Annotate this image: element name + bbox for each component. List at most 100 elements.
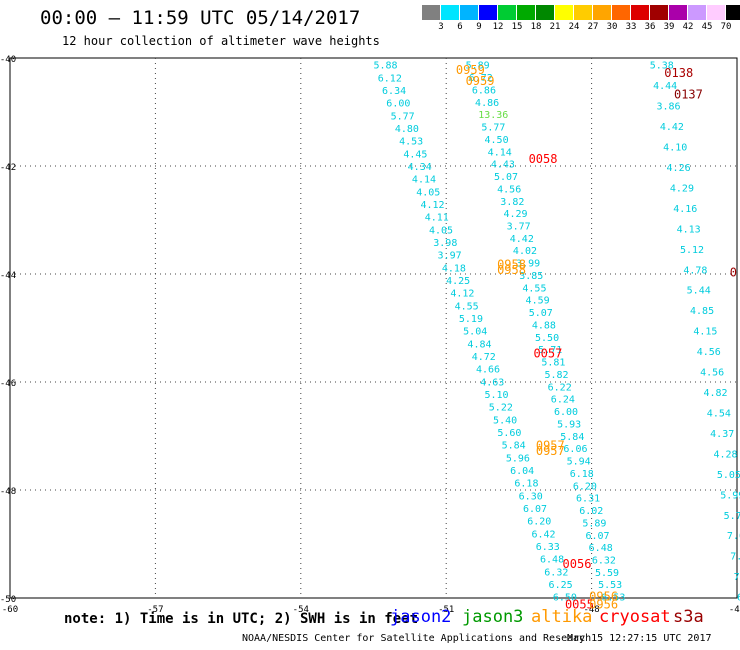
pass-time-label: 0056 [563, 557, 592, 571]
wave-height-label: 4.12 [420, 200, 444, 211]
scale-swatch [593, 5, 612, 20]
wave-height-label: 4.29 [670, 183, 694, 194]
scale-swatch [669, 5, 688, 20]
pass-time-label: 0959 [456, 63, 485, 77]
wave-height-label: 4.55 [522, 283, 546, 294]
wave-height-label: 5.19 [459, 314, 483, 325]
wave-height-label: 5.88 [374, 61, 398, 72]
legend-jason3: jason3 [462, 607, 524, 627]
wave-height-label: 5.38 [650, 61, 674, 72]
wave-height-label: 6.04 [510, 466, 534, 477]
wave-height-label: 4.02 [513, 246, 537, 257]
wave-height-label: 4.42 [510, 234, 534, 245]
wave-height-label: 3.86 [656, 102, 680, 113]
wave-height-label: 4.12 [450, 289, 474, 300]
lat-tick-label: -48 [0, 487, 16, 497]
wave-height-label: 6.50 [553, 593, 577, 604]
wave-height-label: 6.34 [382, 86, 406, 97]
wave-height-label: 3.77 [507, 222, 531, 233]
scale-swatch [707, 5, 726, 20]
wave-height-label: 5.05 [717, 470, 740, 481]
wave-height-label: 4.14 [488, 147, 512, 158]
wave-height-label: 6.53 [601, 593, 625, 604]
wave-height-label: 6.42 [531, 529, 555, 540]
wave-height-label: 4.82 [703, 388, 727, 399]
scale-label: 12 [492, 22, 504, 32]
wave-height-label: 5.94 [567, 457, 591, 468]
wave-height-label: 4.11 [425, 213, 449, 224]
legend-s3a: s3a [673, 607, 704, 627]
lon-tick-label: -45 [729, 605, 740, 615]
wave-height-label: 5.93 [557, 419, 581, 430]
scale-label: 33 [625, 22, 637, 32]
wave-height-label: 4.56 [497, 184, 521, 195]
pass-time-label: 0957 [536, 444, 565, 458]
wave-height-label: 4.37 [710, 429, 734, 440]
wave-height-label: 6.86 [472, 85, 496, 96]
wave-height-label: 4.56 [697, 347, 721, 358]
lat-tick-label: -46 [0, 379, 16, 389]
wave-height-label: 6.00 [386, 99, 410, 110]
wave-height-label: 7.3 [734, 572, 740, 583]
track-west: 5.886.126.346.005.774.804.534.454.344.14… [374, 61, 577, 604]
scale-swatch [498, 5, 517, 20]
lon-tick-label: -60 [2, 605, 18, 615]
wave-height-label: 4.72 [472, 352, 496, 363]
wave-height-label: 6.18 [570, 469, 594, 480]
pass-time-label: 0057 [533, 347, 562, 361]
scale-label: 30 [606, 22, 618, 32]
wave-height-label: 5.10 [485, 390, 509, 401]
wave-height-label: 6.07 [586, 531, 610, 542]
scale-label: 42 [682, 22, 694, 32]
scale-swatch [574, 5, 593, 20]
wave-height-label: 6 [737, 593, 740, 604]
footer-timestamp: May 15 12:27:15 UTC 2017 [567, 633, 712, 644]
wave-height-label: 5.07 [529, 308, 553, 319]
wave-height-label: 4.42 [660, 122, 684, 133]
wave-height-label: 6.06 [563, 444, 587, 455]
wave-height-label: 5.77 [481, 123, 505, 134]
pass-time-label: 0956 [589, 590, 618, 604]
wave-height-label: 4.28 [714, 449, 738, 460]
wave-height-label: 5.77 [391, 111, 415, 122]
scale-swatch [441, 5, 460, 20]
wave-height-label: 5.71 [538, 345, 562, 356]
scale-swatch [422, 5, 441, 20]
wave-height-label: 4.84 [467, 339, 491, 350]
pass-time-label: 0957 [536, 438, 565, 452]
pass-time-label: 0058 [529, 152, 558, 166]
wave-height-label: 4.63 [480, 377, 504, 388]
wave-height-label: 3.99 [516, 259, 540, 270]
wave-height-label: 6.31 [576, 494, 600, 505]
wave-height-label: 5.89 [582, 518, 606, 529]
track-east: 5.896.726.864.8613.365.774.504.144.435.0… [466, 61, 626, 604]
lon-tick-label: -54 [293, 605, 309, 615]
footer-credit: NOAA/NESDIS Center for Satellite Applica… [242, 633, 592, 644]
scale-swatch [517, 5, 536, 20]
scale-label: 27 [587, 22, 599, 32]
lon-tick-label: -57 [147, 605, 163, 615]
wave-height-label: 5.12 [680, 245, 704, 256]
scale-swatch [460, 5, 479, 20]
wave-height-label: 13.36 [478, 110, 508, 121]
wave-height-label: 7.0 [727, 531, 740, 542]
scale-swatch [479, 5, 498, 20]
legend-cryosat: cryosat [599, 607, 671, 627]
pass-time-label: 0 [730, 266, 737, 280]
wave-height-label: 6.20 [573, 481, 597, 492]
satellite-tracks: 5.886.126.346.005.774.804.534.454.344.14… [374, 61, 740, 604]
wave-height-label: 4.80 [395, 124, 419, 135]
wave-height-label: 6.02 [579, 506, 603, 517]
wave-height-label: 4.66 [476, 365, 500, 376]
scale-label: 24 [568, 22, 580, 32]
wave-height-label: 6.33 [536, 542, 560, 553]
wave-height-label: 5.84 [502, 441, 526, 452]
wave-height-label: 5.72 [724, 511, 740, 522]
wave-height-label: 3.98 [433, 238, 457, 249]
pass-time-label: 0956 [589, 598, 618, 612]
axis-labels: -40 -42 -44 -46 -48 -50-60 -57 -54 -51 -48 -45 [0, 55, 740, 615]
wave-height-label: 4.25 [446, 276, 470, 287]
wave-height-label: 4.53 [399, 137, 423, 148]
scale-swatch [631, 5, 650, 20]
